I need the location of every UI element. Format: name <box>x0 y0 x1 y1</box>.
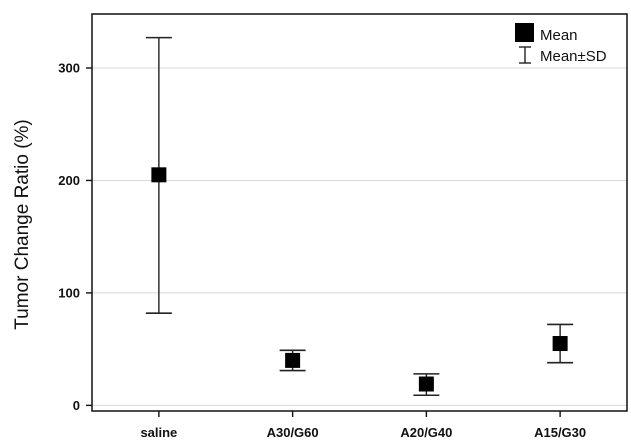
legend-mean-label: Mean <box>540 27 578 44</box>
legend-sd-label: Mean±SD <box>540 48 607 65</box>
grid-lines <box>92 67 627 406</box>
mean-markers <box>151 167 568 392</box>
x-tick-label: A30/G60 <box>267 425 319 440</box>
legend-mean-marker <box>515 23 534 42</box>
x-tick-label: saline <box>140 425 177 440</box>
legend: Mean Mean±SD <box>515 23 607 65</box>
x-tick-label: A15/G30 <box>534 425 586 440</box>
y-tick-label: 300 <box>58 60 80 75</box>
y-tick-label: 0 <box>73 398 80 413</box>
mean-marker <box>552 336 568 352</box>
legend-sd-whisker-icon <box>519 46 531 64</box>
mean-marker <box>285 352 301 368</box>
y-tick-label: 200 <box>58 173 80 188</box>
y-axis-ticks: 0 100 200 300 <box>58 60 92 413</box>
x-tick-label: A20/G40 <box>400 425 452 440</box>
y-tick-label: 100 <box>58 285 80 300</box>
mean-marker <box>418 376 434 392</box>
x-axis-ticks: saline A30/G60 A20/G40 A15/G30 <box>140 411 586 440</box>
error-bars <box>145 36 574 397</box>
mean-marker <box>151 167 167 183</box>
plot-frame <box>91 13 628 412</box>
y-axis-title: Tumor Change Ratio (%) <box>12 119 33 329</box>
